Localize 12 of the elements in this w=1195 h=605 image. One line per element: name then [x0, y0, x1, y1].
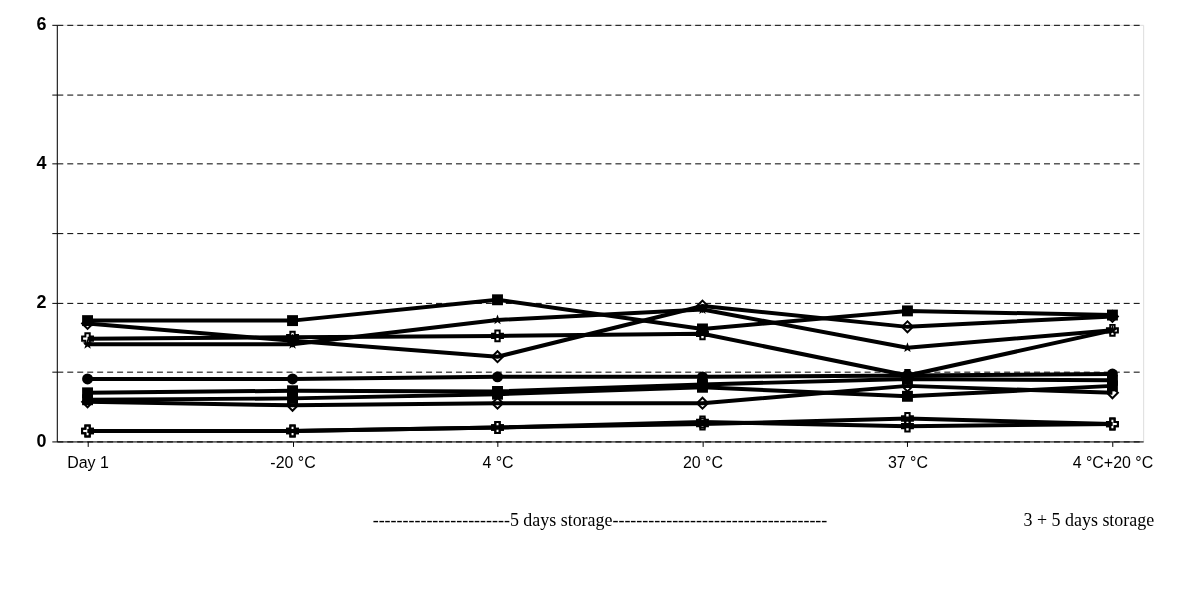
x-tick-label: Day 1 [67, 453, 109, 471]
x-tick-label: -20 °C [270, 453, 316, 471]
text: 3 + 5 days storage [1023, 510, 1155, 531]
y-tick-label: 0 [36, 430, 47, 451]
y-tick-label: 2 [36, 292, 47, 313]
text: -----------------------5 days storage------------------------------------ [372, 510, 828, 531]
x-tick-label: 4 °C+20 °C [1072, 453, 1154, 471]
x-tick-label: 20 °C [682, 453, 723, 471]
x-tick-label: 37 °C [887, 453, 928, 471]
y-tick-label: 6 [36, 14, 47, 35]
y-tick-label: 4 [36, 153, 47, 174]
x-tick-label: 4 °C [482, 453, 514, 471]
